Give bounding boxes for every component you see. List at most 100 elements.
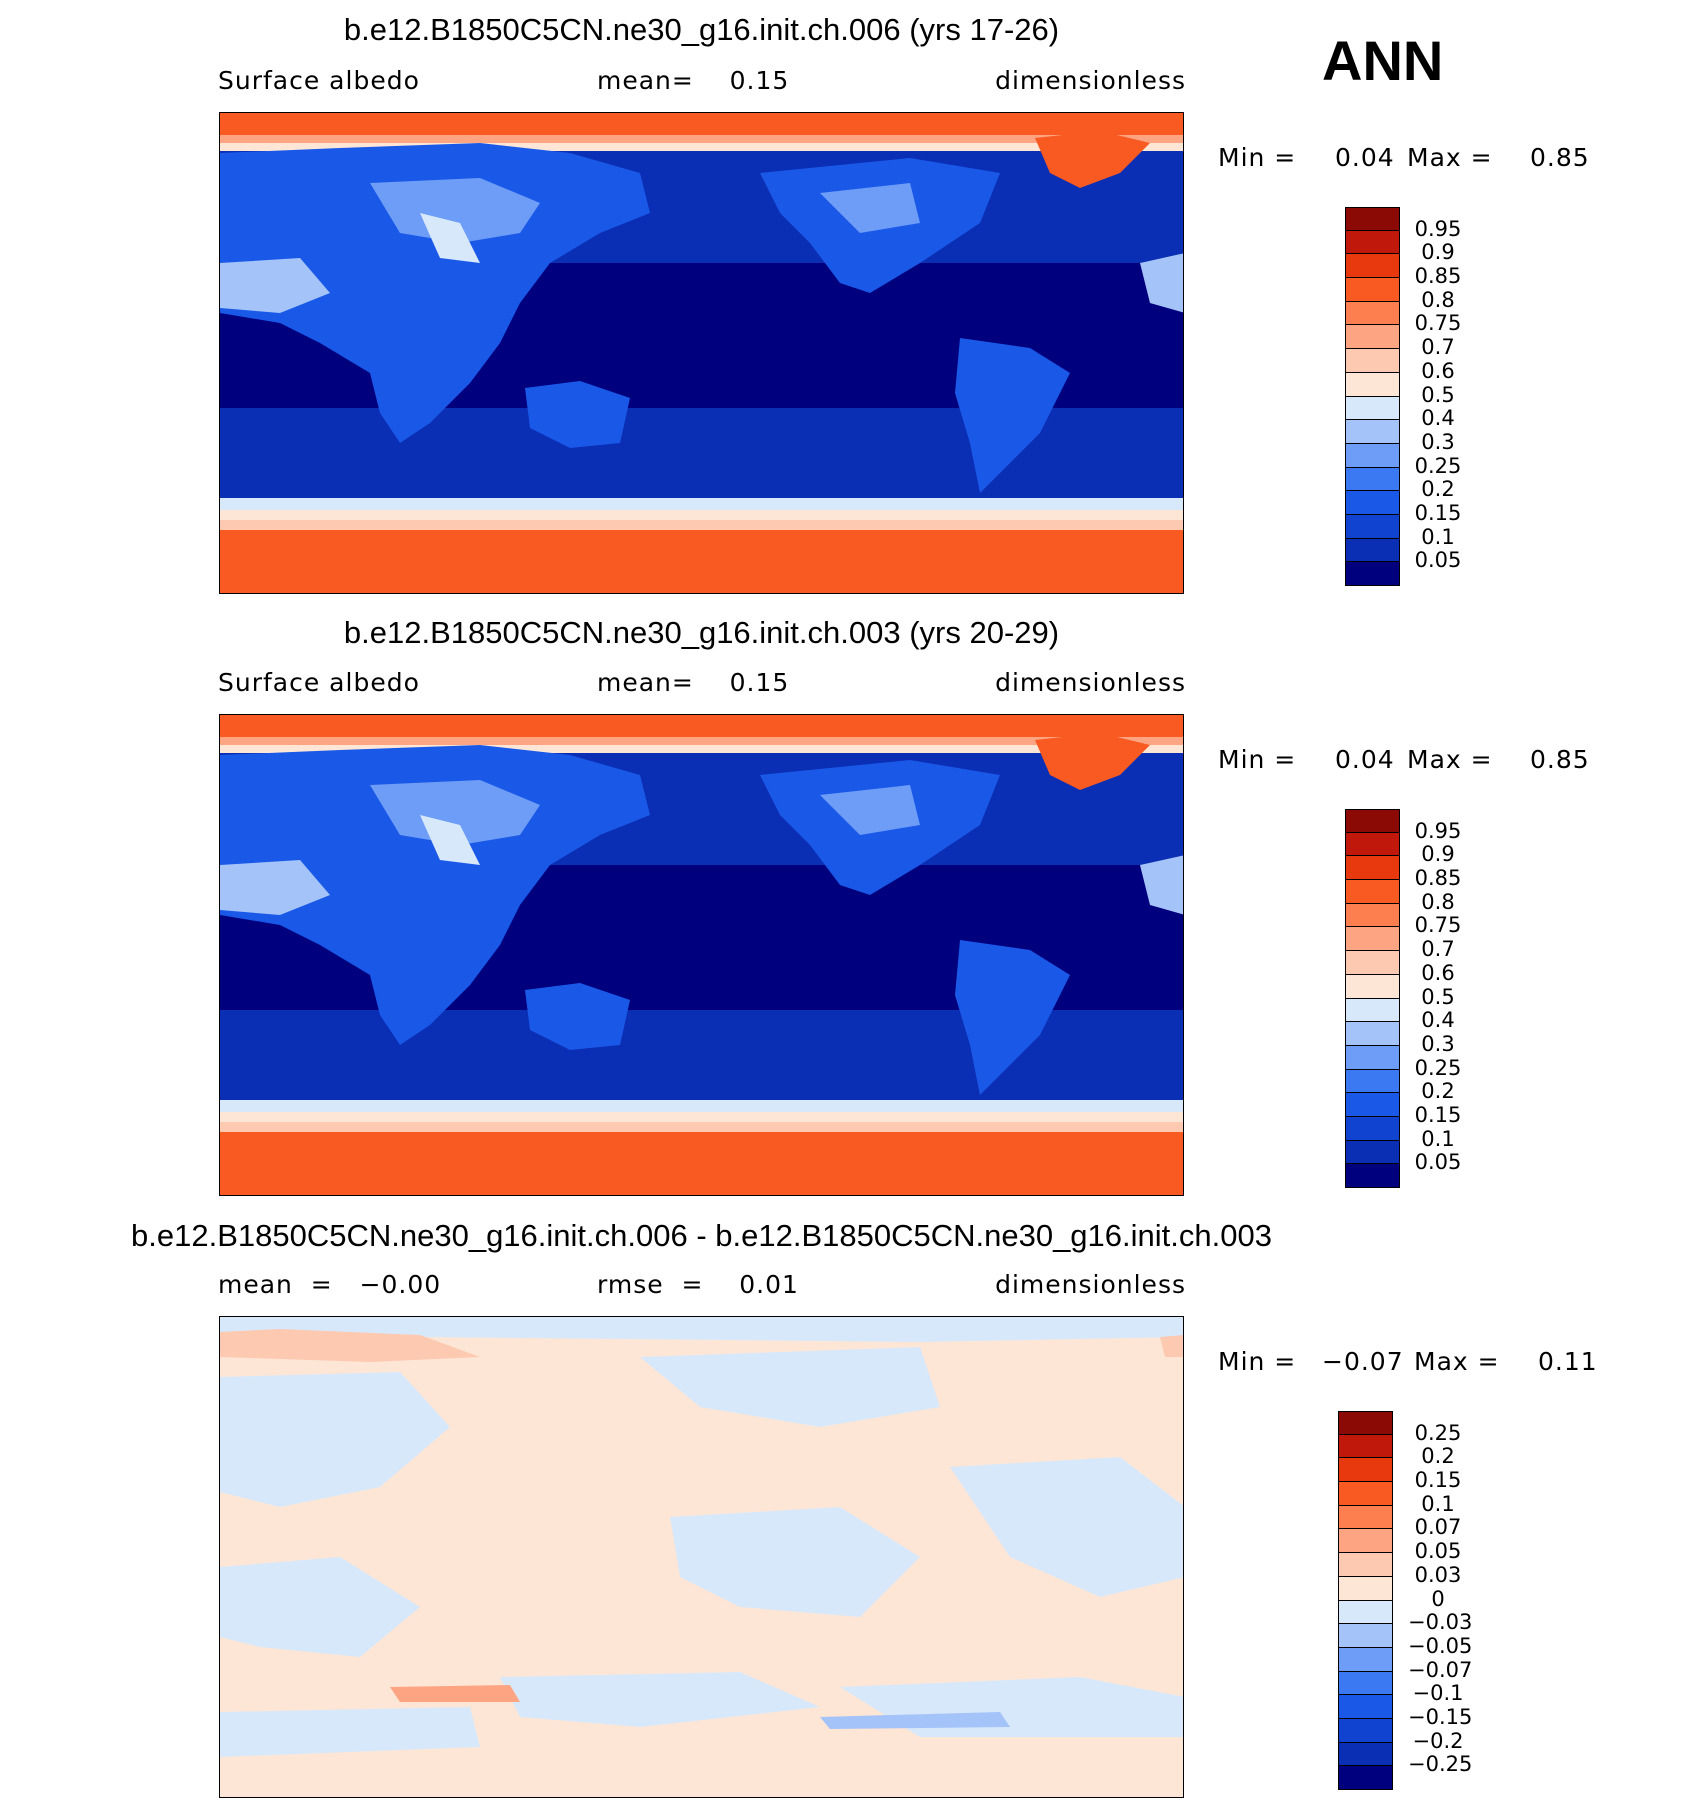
panel-2-max-label: Max = xyxy=(1407,745,1493,774)
colorbar-tick-label: 0.15 xyxy=(1414,1468,1462,1493)
colorbar-tick-label: 0.8 xyxy=(1421,287,1455,312)
colorbar-tick-label: 0.4 xyxy=(1421,1008,1455,1033)
colorbar-swatch xyxy=(1345,951,1400,975)
colorbar-tick-label: 0.95 xyxy=(1414,216,1462,241)
panel-2-max-value: 0.85 xyxy=(1530,745,1590,774)
colorbar-swatch xyxy=(1345,856,1400,881)
colorbar-tick-label: −0.05 xyxy=(1408,1633,1473,1658)
colorbar-swatch xyxy=(1345,880,1400,904)
panel-1-variable: Surface albedo xyxy=(218,66,420,95)
colorbar-swatch xyxy=(1338,1529,1393,1554)
colorbar-tick-label: −0.07 xyxy=(1408,1657,1473,1682)
panel-2-map xyxy=(219,714,1184,1196)
colorbar-tick-label: 0.05 xyxy=(1414,1150,1462,1175)
colorbar-swatch xyxy=(1338,1766,1393,1790)
panel-3-min-value: −0.07 xyxy=(1322,1347,1404,1376)
colorbar-swatch xyxy=(1338,1718,1393,1743)
colorbar-tick-label: 0.05 xyxy=(1414,548,1462,573)
colorbar-tick-label: 0.75 xyxy=(1414,311,1462,336)
colorbar-tick-label: 0.7 xyxy=(1421,335,1455,360)
colorbar-swatch xyxy=(1345,1164,1400,1188)
colorbar-swatch xyxy=(1345,420,1400,444)
colorbar-tick-label: −0.25 xyxy=(1408,1752,1473,1777)
colorbar-tick-label: 0.75 xyxy=(1414,913,1462,938)
panel-2-min-label: Min = xyxy=(1218,745,1297,774)
colorbar-swatch xyxy=(1345,562,1400,586)
colorbar-swatch xyxy=(1345,443,1400,468)
panel-2-mean: mean= 0.15 xyxy=(597,668,790,697)
colorbar-tick-label: 0.2 xyxy=(1421,1444,1455,1469)
panel-1-mean: mean= 0.15 xyxy=(597,66,790,95)
colorbar-swatch xyxy=(1345,349,1400,373)
panel-3-mean: mean = −0.00 xyxy=(218,1270,442,1299)
colorbar-tick-label: 0.3 xyxy=(1421,1031,1455,1056)
panel-2-title: b.e12.B1850C5CN.ne30_g16.init.ch.003 (yr… xyxy=(343,615,1060,650)
colorbar-tick-label: 0.2 xyxy=(1421,477,1455,502)
panel-3-map xyxy=(219,1316,1184,1798)
panel-1-title: b.e12.B1850C5CN.ne30_g16.init.ch.006 (yr… xyxy=(343,12,1060,47)
colorbar-swatch xyxy=(1345,1069,1400,1094)
colorbar-tick-label: 0.6 xyxy=(1421,960,1455,985)
colorbar-swatch xyxy=(1345,1140,1400,1165)
colorbar-swatch xyxy=(1338,1600,1393,1625)
colorbar-tick-label: 0.8 xyxy=(1421,889,1455,914)
panel-1-colorbar: 0.95 0.9 0.85 0.8 0.75 0.7 0.6 0.5 0.4 0.3 0.25 0.2… xyxy=(1345,207,1488,586)
colorbar-swatch xyxy=(1338,1742,1393,1767)
colorbar-swatch xyxy=(1345,998,1400,1023)
colorbar-swatch xyxy=(1345,974,1400,999)
colorbar-tick-label: 0.85 xyxy=(1414,264,1462,289)
colorbar-tick-label: 0 xyxy=(1431,1586,1445,1611)
season-label: ANN xyxy=(1322,29,1444,92)
colorbar-tick-label: 0.15 xyxy=(1414,1102,1462,1127)
colorbar-swatch xyxy=(1338,1671,1393,1696)
colorbar-tick-label: 0.25 xyxy=(1414,1055,1462,1080)
colorbar-swatch xyxy=(1345,207,1400,231)
colorbar-swatch xyxy=(1345,809,1400,833)
panel-2-colorbar: 0.95 0.9 0.85 0.8 0.75 0.7 0.6 0.5 0.4 0.3 0.25 0.2… xyxy=(1345,809,1488,1188)
colorbar-tick-label: 0.03 xyxy=(1414,1562,1462,1587)
panel-3-units: dimensionless xyxy=(995,1270,1186,1299)
panel-2-units: dimensionless xyxy=(995,668,1186,697)
colorbar-swatch xyxy=(1338,1482,1393,1506)
colorbar-swatch xyxy=(1338,1434,1393,1459)
colorbar-swatch xyxy=(1345,1116,1400,1141)
colorbar-tick-label: 0.25 xyxy=(1414,1420,1462,1445)
colorbar-tick-label: 0.07 xyxy=(1414,1515,1462,1540)
colorbar-tick-label: 0.85 xyxy=(1414,866,1462,891)
colorbar-tick-label: 0.5 xyxy=(1421,382,1455,407)
colorbar-swatch xyxy=(1345,230,1400,255)
panel-1-map xyxy=(219,112,1184,594)
colorbar-swatch xyxy=(1338,1553,1393,1577)
colorbar-swatch xyxy=(1345,1022,1400,1046)
colorbar-tick-label: 0.3 xyxy=(1421,429,1455,454)
colorbar-swatch xyxy=(1345,254,1400,279)
panel-1-max-label: Max = xyxy=(1407,143,1493,172)
colorbar-swatch xyxy=(1345,903,1400,928)
colorbar-tick-label: 0.1 xyxy=(1421,524,1455,549)
colorbar-tick-label: 0.15 xyxy=(1414,500,1462,525)
colorbar-tick-label: 0.6 xyxy=(1421,358,1455,383)
colorbar-swatch xyxy=(1345,325,1400,350)
colorbar-swatch xyxy=(1345,514,1400,539)
colorbar-swatch xyxy=(1338,1458,1393,1483)
colorbar-tick-label: 0.7 xyxy=(1421,937,1455,962)
colorbar-tick-label: −0.1 xyxy=(1412,1681,1464,1706)
colorbar-swatch xyxy=(1345,832,1400,857)
colorbar-swatch xyxy=(1338,1576,1393,1601)
colorbar-swatch xyxy=(1338,1695,1393,1719)
colorbar-swatch xyxy=(1345,467,1400,492)
colorbar-tick-label: 0.9 xyxy=(1421,240,1455,265)
panel-2-min-value: 0.04 xyxy=(1335,745,1395,774)
colorbar-swatch xyxy=(1338,1411,1393,1435)
panel-2-variable: Surface albedo xyxy=(218,668,420,697)
colorbar-swatch xyxy=(1345,927,1400,952)
colorbar-tick-label: 0.5 xyxy=(1421,984,1455,1009)
colorbar-tick-label: 0.4 xyxy=(1421,406,1455,431)
panel-3-max-value: 0.11 xyxy=(1538,1347,1598,1376)
colorbar-swatch xyxy=(1338,1505,1393,1530)
colorbar-swatch xyxy=(1338,1624,1393,1648)
panel-1-min-value: 0.04 xyxy=(1335,143,1395,172)
colorbar-tick-label: 0.1 xyxy=(1421,1491,1455,1516)
panel-1-min-label: Min = xyxy=(1218,143,1297,172)
colorbar-swatch xyxy=(1345,1093,1400,1117)
